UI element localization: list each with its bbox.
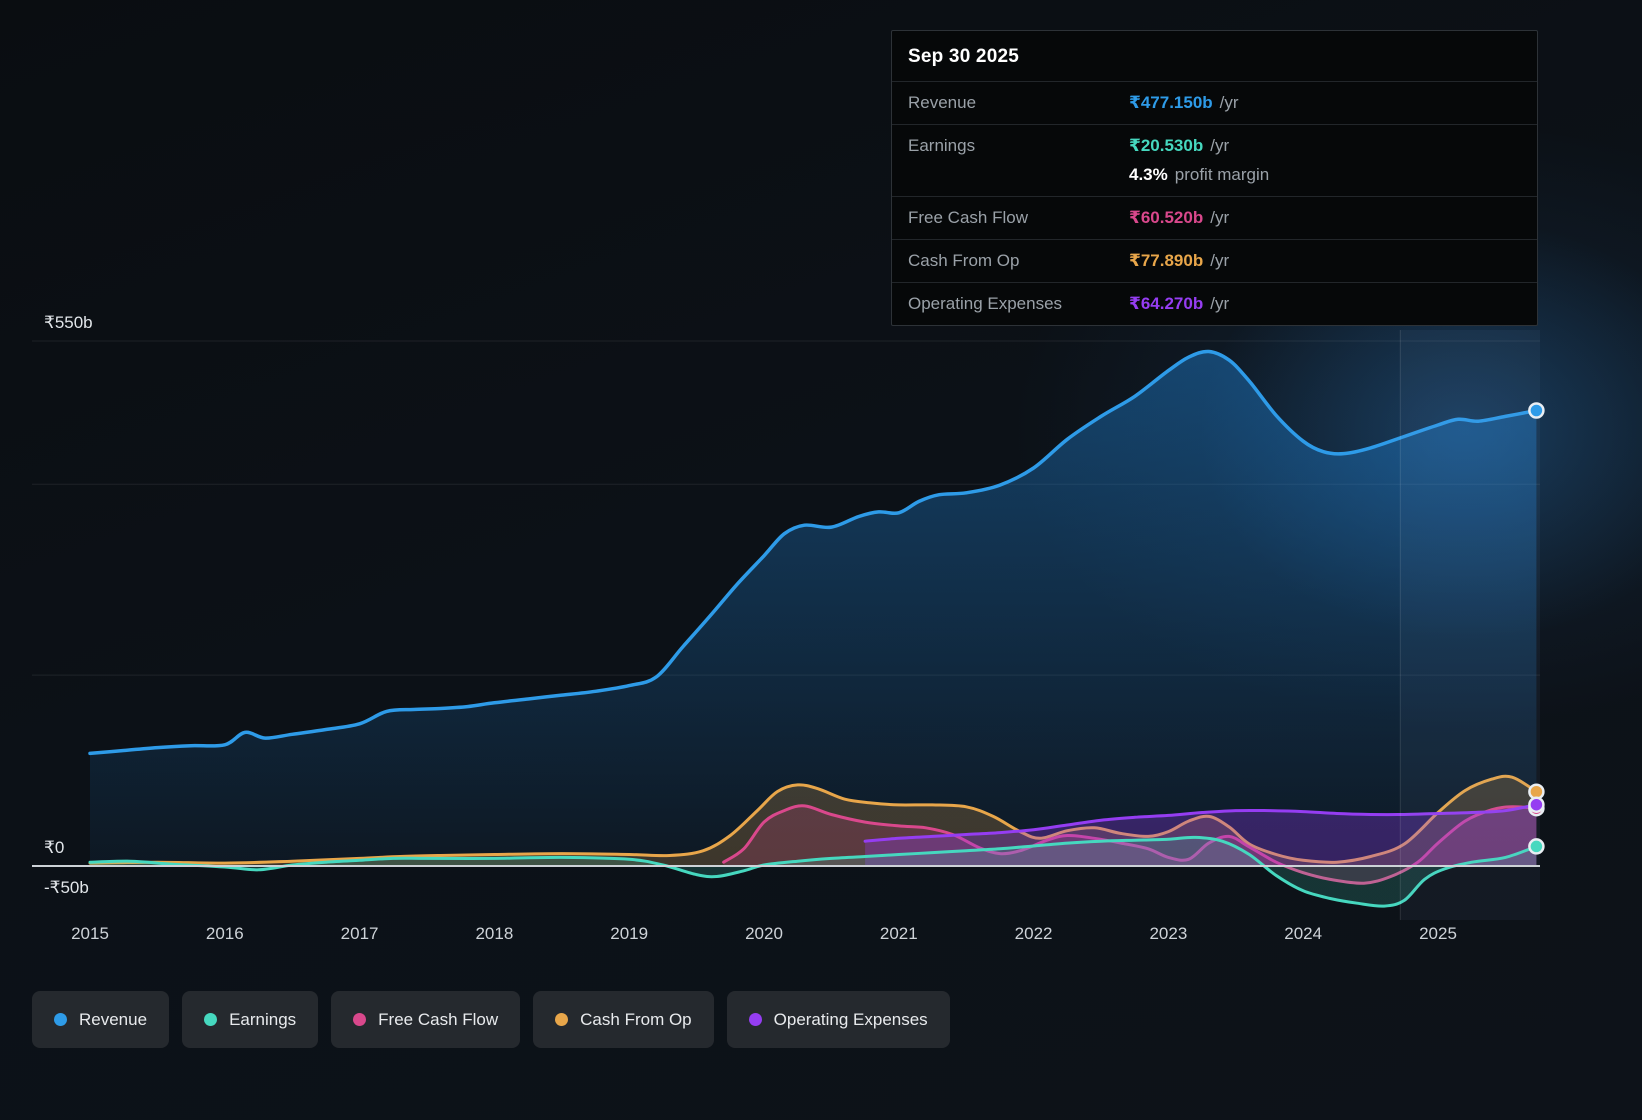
tooltip-row-suffix: profit margin bbox=[1174, 165, 1270, 184]
tooltip-row-earnings: Earnings ₹20.530b/yr bbox=[892, 124, 1537, 167]
tooltip-row-label: Free Cash Flow bbox=[908, 208, 1028, 227]
tooltip-row-value: ₹477.150b bbox=[1129, 93, 1213, 112]
earnings-area bbox=[90, 837, 1537, 907]
legend-item-label: Revenue bbox=[79, 1009, 148, 1029]
earnings-legend-dot-icon bbox=[204, 1013, 218, 1026]
tooltip-row-value: ₹20.530b bbox=[1129, 136, 1204, 155]
tooltip-row-value: ₹77.890b bbox=[1129, 251, 1204, 270]
x-axis-label-2016: 2016 bbox=[205, 924, 244, 943]
tooltip-row-suffix: /yr bbox=[1210, 136, 1230, 155]
tooltip-date: Sep 30 2025 bbox=[908, 46, 1020, 67]
earnings-endpoint-marker bbox=[1528, 838, 1545, 855]
x-axis-label-2017: 2017 bbox=[340, 924, 379, 943]
x-axis-label-2025: 2025 bbox=[1419, 924, 1457, 943]
legend-item-label: Operating Expenses bbox=[773, 1009, 928, 1029]
operating-expenses-line bbox=[863, 803, 1538, 843]
tooltip-row-profit-margin: 4.3% profit margin bbox=[892, 165, 1537, 196]
tooltip-row-free-cash-flow: Free Cash Flow ₹60.520b/yr bbox=[892, 196, 1537, 239]
tooltip-rows: Revenue ₹477.150b/yr Earnings ₹20.530b/yr 4.… bbox=[892, 81, 1537, 325]
free-cash-flow-legend-dot-icon bbox=[353, 1013, 367, 1026]
tooltip-row-suffix: /yr bbox=[1210, 208, 1230, 227]
x-axis-label-2021: 2021 bbox=[879, 924, 918, 943]
cash-from-op-line bbox=[88, 774, 1538, 865]
legend-item-label: Earnings bbox=[229, 1009, 297, 1029]
y-axis-label: -₹50b bbox=[44, 878, 89, 897]
current-period-band bbox=[1400, 330, 1540, 920]
tooltip-row-label: Cash From Op bbox=[908, 251, 1020, 270]
operating-expenses-endpoint-marker bbox=[1528, 796, 1545, 813]
operating-expenses-area bbox=[865, 804, 1537, 866]
data-tooltip: Sep 30 2025 Revenue ₹477.150b/yr Earnings ₹… bbox=[891, 30, 1538, 326]
x-axis-label-2018: 2018 bbox=[475, 924, 514, 943]
legend-item-cash-from-op[interactable]: Cash From Op bbox=[533, 991, 714, 1048]
revenue-area bbox=[90, 351, 1537, 866]
tooltip-row-suffix: /yr bbox=[1219, 93, 1239, 112]
earnings-line bbox=[88, 835, 1538, 908]
revenue-endpoint-marker bbox=[1528, 402, 1545, 419]
legend-item-operating-expenses[interactable]: Operating Expenses bbox=[726, 991, 950, 1048]
tooltip-row-label: Earnings bbox=[908, 136, 976, 155]
tooltip-row-value: ₹60.520b bbox=[1129, 208, 1204, 227]
tooltip-row-operating-expenses: Operating Expenses ₹64.270b/yr bbox=[892, 282, 1537, 325]
tooltip-row-suffix: /yr bbox=[1210, 251, 1230, 270]
free-cash-flow-area bbox=[723, 805, 1537, 884]
x-axis-label-2022: 2022 bbox=[1014, 924, 1053, 943]
series-legend: Revenue Earnings Free Cash Flow Cash From O… bbox=[32, 991, 950, 1048]
tooltip-row-value: 4.3% bbox=[1129, 165, 1168, 184]
tooltip-row-label: Operating Expenses bbox=[908, 294, 1063, 313]
x-axis-label-2019: 2019 bbox=[610, 924, 649, 943]
legend-item-label: Free Cash Flow bbox=[378, 1009, 499, 1029]
legend-item-earnings[interactable]: Earnings bbox=[182, 991, 319, 1048]
operating-expenses-legend-dot-icon bbox=[748, 1013, 762, 1026]
tooltip-row-cash-from-op: Cash From Op ₹77.890b/yr bbox=[892, 239, 1537, 282]
cash-from-op-area bbox=[90, 776, 1537, 866]
y-axis-label: ₹550b bbox=[44, 313, 93, 332]
revenue-line bbox=[88, 349, 1539, 756]
x-axis-label-2024: 2024 bbox=[1284, 924, 1323, 943]
x-axis-label-2020: 2020 bbox=[745, 924, 783, 943]
cash-from-op-legend-dot-icon bbox=[555, 1013, 569, 1026]
y-axis-label: ₹0 bbox=[44, 838, 65, 857]
legend-item-label: Cash From Op bbox=[580, 1009, 692, 1029]
legend-item-free-cash-flow[interactable]: Free Cash Flow bbox=[331, 991, 521, 1048]
free-cash-flow-line bbox=[722, 804, 1538, 885]
x-axis-label-2023: 2023 bbox=[1149, 924, 1188, 943]
x-axis-label-2015: 2015 bbox=[71, 924, 109, 943]
legend-item-revenue[interactable]: Revenue bbox=[32, 991, 170, 1048]
tooltip-row-suffix: /yr bbox=[1210, 294, 1230, 313]
revenue-legend-dot-icon bbox=[54, 1013, 67, 1026]
tooltip-row-label: Revenue bbox=[908, 93, 977, 112]
tooltip-row-value: ₹64.270b bbox=[1129, 294, 1204, 313]
tooltip-row-revenue: Revenue ₹477.150b/yr bbox=[892, 81, 1537, 124]
